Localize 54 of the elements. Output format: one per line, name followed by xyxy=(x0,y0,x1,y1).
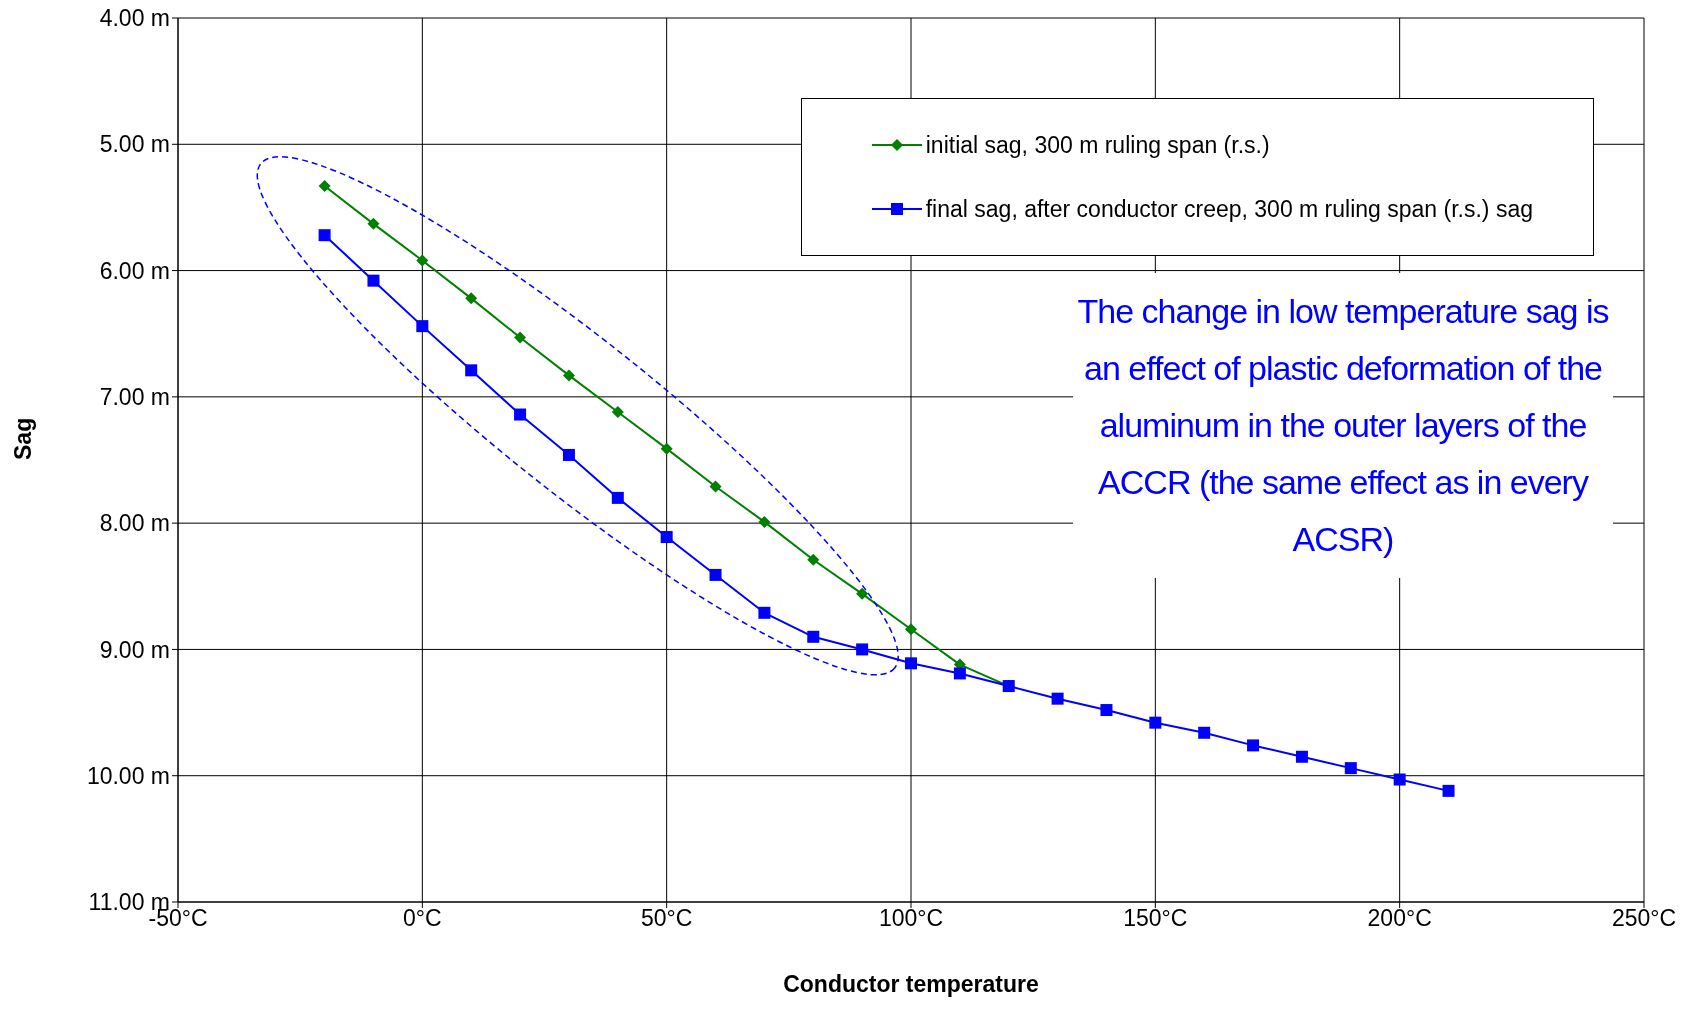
point xyxy=(905,657,917,670)
point xyxy=(660,531,673,544)
legend-label: initial sag, 300 m ruling span (r.s.) xyxy=(925,131,1270,159)
point xyxy=(562,369,575,382)
x-tick-label: 200°C xyxy=(1367,905,1432,932)
y-axis-title: Sag xyxy=(10,417,37,460)
legend-label: final sag, after conductor creep, 300 m ruling span (r.s.) sag xyxy=(925,195,1533,223)
point xyxy=(367,274,380,287)
point xyxy=(1442,784,1455,797)
point xyxy=(562,448,575,461)
point xyxy=(660,442,673,455)
point xyxy=(465,364,478,377)
point xyxy=(758,515,771,528)
point xyxy=(807,553,820,566)
x-tick-label: 150°C xyxy=(1123,905,1188,932)
x-tick-label: 250°C xyxy=(1611,905,1677,932)
y-tick-label: 10.00 m xyxy=(86,762,170,789)
point xyxy=(318,229,331,242)
point xyxy=(318,179,331,192)
x-axis-title: Conductor temperature xyxy=(783,971,1039,997)
y-tick-label: 7.00 m xyxy=(99,384,170,411)
y-tick-label: 8.00 m xyxy=(99,510,170,537)
point xyxy=(367,217,380,230)
y-tick-label: 9.00 m xyxy=(99,636,170,663)
point xyxy=(709,480,722,493)
point xyxy=(1344,762,1357,775)
point xyxy=(1393,773,1406,786)
point xyxy=(1247,739,1260,752)
y-tick-label: 5.00 m xyxy=(99,131,170,158)
x-tick-label: 0°C xyxy=(403,905,442,932)
point xyxy=(416,254,429,267)
point xyxy=(1149,716,1162,729)
point xyxy=(1051,692,1064,705)
point xyxy=(856,587,869,600)
point xyxy=(611,491,624,504)
point xyxy=(514,408,527,421)
point xyxy=(465,292,478,305)
point xyxy=(758,606,771,619)
point xyxy=(1295,750,1308,763)
point xyxy=(953,667,966,680)
annotation: The change in low temperature sag is an effect of plastic deformation of the aluminum in the outer layers of the ACCR (the same effect as in every ACSR) xyxy=(1073,273,1613,578)
point xyxy=(1100,704,1113,717)
point xyxy=(709,568,722,581)
y-tick-label: 4.00 m xyxy=(99,5,170,32)
x-tick-label: 100°C xyxy=(878,905,944,932)
point xyxy=(807,630,820,643)
y-tick-label: 6.00 m xyxy=(99,257,170,284)
x-tick-label: 50°C xyxy=(640,905,693,932)
point xyxy=(514,331,527,344)
point xyxy=(1198,726,1211,739)
point xyxy=(856,643,869,656)
point xyxy=(416,320,429,333)
point xyxy=(611,406,624,419)
point xyxy=(905,623,917,636)
